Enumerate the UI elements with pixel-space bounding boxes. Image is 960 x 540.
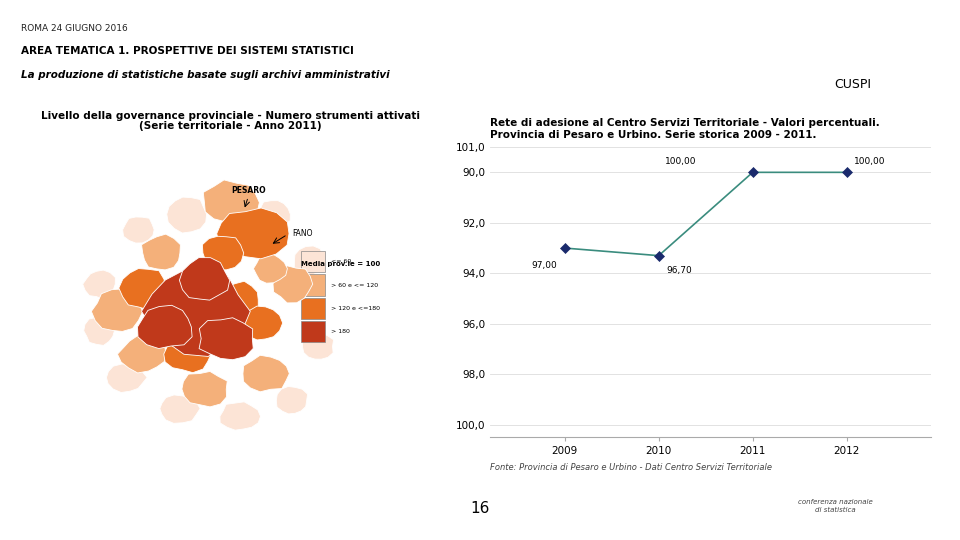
Polygon shape <box>220 402 260 430</box>
Text: Rete di adesione al Centro Servizi Territoriale - Valori percentuali.: Rete di adesione al Centro Servizi Terri… <box>490 118 879 128</box>
Polygon shape <box>273 266 313 303</box>
Text: Fonte: Provincia di Pesaro e Urbino - Dati Centro Servizi Territoriale: Fonte: Provincia di Pesaro e Urbino - Da… <box>490 463 772 472</box>
Polygon shape <box>123 217 155 243</box>
Polygon shape <box>141 234 180 270</box>
Text: <= 60: <= 60 <box>331 259 351 264</box>
Polygon shape <box>276 387 307 414</box>
Polygon shape <box>180 258 229 300</box>
Text: 100,00: 100,00 <box>665 157 696 166</box>
Polygon shape <box>253 254 287 283</box>
Text: AREA TEMATICA 1. PROSPETTIVE DEI SISTEMI STATISTICI: AREA TEMATICA 1. PROSPETTIVE DEI SISTEMI… <box>21 46 354 56</box>
Bar <box>300 321 324 342</box>
Text: CUSPI: CUSPI <box>834 78 871 91</box>
Text: 96,70: 96,70 <box>666 266 692 275</box>
Text: > 180: > 180 <box>331 329 350 334</box>
Polygon shape <box>295 246 324 275</box>
Polygon shape <box>107 364 147 393</box>
Polygon shape <box>119 268 165 310</box>
Polygon shape <box>83 270 115 299</box>
Text: (Serie territoriale - Anno 2011): (Serie territoriale - Anno 2011) <box>139 121 323 131</box>
Polygon shape <box>141 268 251 356</box>
Text: > 120 e <=180: > 120 e <=180 <box>331 306 380 311</box>
Polygon shape <box>159 395 201 423</box>
Text: FANO: FANO <box>292 229 312 238</box>
Text: 16: 16 <box>470 501 490 516</box>
Polygon shape <box>167 197 206 233</box>
Bar <box>300 298 324 319</box>
Polygon shape <box>242 306 282 340</box>
Text: URBINO: URBINO <box>157 315 191 323</box>
Polygon shape <box>137 305 192 348</box>
Bar <box>300 251 324 273</box>
Text: ROMA 24 GIUGNO 2016: ROMA 24 GIUGNO 2016 <box>21 24 128 33</box>
Polygon shape <box>164 338 211 373</box>
Polygon shape <box>181 372 228 407</box>
Polygon shape <box>243 355 289 392</box>
Text: Livello della governance provinciale - Numero strumenti attivati: Livello della governance provinciale - N… <box>41 111 420 121</box>
Text: Provincia di Pesaro e Urbino. Serie storica 2009 - 2011.: Provincia di Pesaro e Urbino. Serie stor… <box>490 130 816 140</box>
Polygon shape <box>204 180 259 224</box>
Polygon shape <box>257 201 290 227</box>
Text: conferenza nazionale
di statistica: conferenza nazionale di statistica <box>798 500 873 512</box>
Polygon shape <box>91 289 143 332</box>
Polygon shape <box>203 237 244 270</box>
Text: La produzione di statistiche basate sugli archivi amministrativi: La produzione di statistiche basate sugl… <box>21 70 390 80</box>
Polygon shape <box>117 336 166 373</box>
Text: 97,00: 97,00 <box>532 261 557 269</box>
Text: PESARO: PESARO <box>231 186 266 195</box>
Polygon shape <box>217 208 289 259</box>
Text: > 60 e <= 120: > 60 e <= 120 <box>331 282 378 288</box>
Polygon shape <box>199 318 253 360</box>
Text: Media prov.le = 100: Media prov.le = 100 <box>300 261 380 267</box>
Polygon shape <box>84 318 114 346</box>
Text: 100,00: 100,00 <box>854 157 886 166</box>
Polygon shape <box>219 281 258 317</box>
Bar <box>300 274 324 296</box>
Polygon shape <box>302 332 333 359</box>
